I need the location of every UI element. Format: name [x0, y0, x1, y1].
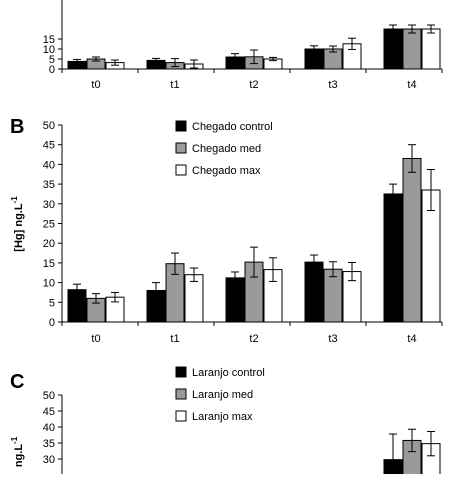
x-tick-label: t0: [91, 79, 100, 91]
legend-swatch-med: [175, 142, 187, 154]
x-tick-label: t1: [170, 79, 179, 91]
bar-max: [421, 28, 441, 70]
x-tick-label: t3: [328, 333, 337, 345]
y-tick-label: 15: [43, 258, 55, 270]
y-tick-label: 0: [49, 317, 55, 329]
y-tick-label: 40: [43, 422, 55, 434]
x-tick-label: t0: [91, 333, 100, 345]
legend-label-max: Chegado max: [192, 165, 261, 177]
x-tick-label: t2: [249, 79, 258, 91]
y-axis-label: ng.L-1: [10, 436, 25, 467]
y-tick-label: 50: [43, 120, 55, 132]
bar-med: [402, 157, 422, 323]
y-tick-label: 30: [43, 199, 55, 211]
panel-label: C: [10, 371, 24, 393]
bar-med: [402, 28, 422, 70]
y-tick-label: 5: [49, 297, 55, 309]
legend-label-med: Chegado med: [192, 143, 261, 155]
x-tick-label: t4: [407, 333, 416, 345]
x-tick-label: t1: [170, 333, 179, 345]
y-tick-label: 0: [49, 64, 55, 76]
y-tick-label: 10: [43, 278, 55, 290]
legend-label-control: Laranjo control: [192, 367, 265, 379]
y-tick-label: 25: [43, 219, 55, 231]
legend-swatch-max: [175, 164, 187, 176]
y-tick-label: 35: [43, 438, 55, 450]
y-tick-label: 45: [43, 140, 55, 152]
panel-label: B: [10, 116, 24, 138]
y-axis-label: [Hg] ng.L-1: [10, 196, 25, 252]
y-tick-label: 50: [43, 390, 55, 402]
legend-swatch-max: [175, 410, 187, 422]
y-tick-label: 15: [43, 34, 55, 46]
y-tick-label: 35: [43, 179, 55, 191]
x-tick-label: t2: [249, 333, 258, 345]
y-tick-label: 40: [43, 159, 55, 171]
legend-swatch-control: [175, 120, 187, 132]
y-tick-label: 5: [49, 54, 55, 66]
y-tick-label: 30: [43, 454, 55, 466]
legend-label-control: Chegado control: [192, 121, 273, 133]
x-tick-label: t4: [407, 79, 416, 91]
legend-swatch-med: [175, 388, 187, 400]
x-tick-label: t3: [328, 79, 337, 91]
y-tick-label: 45: [43, 406, 55, 418]
legend-label-max: Laranjo max: [192, 411, 253, 423]
y-tick-label: 20: [43, 238, 55, 250]
bar-control: [225, 277, 245, 323]
bar-control: [383, 193, 403, 323]
bar-control: [383, 28, 403, 70]
legend-swatch-control: [175, 366, 187, 378]
bar-control: [304, 261, 324, 323]
y-tick-label: 10: [43, 44, 55, 56]
legend-label-med: Laranjo med: [192, 389, 253, 401]
